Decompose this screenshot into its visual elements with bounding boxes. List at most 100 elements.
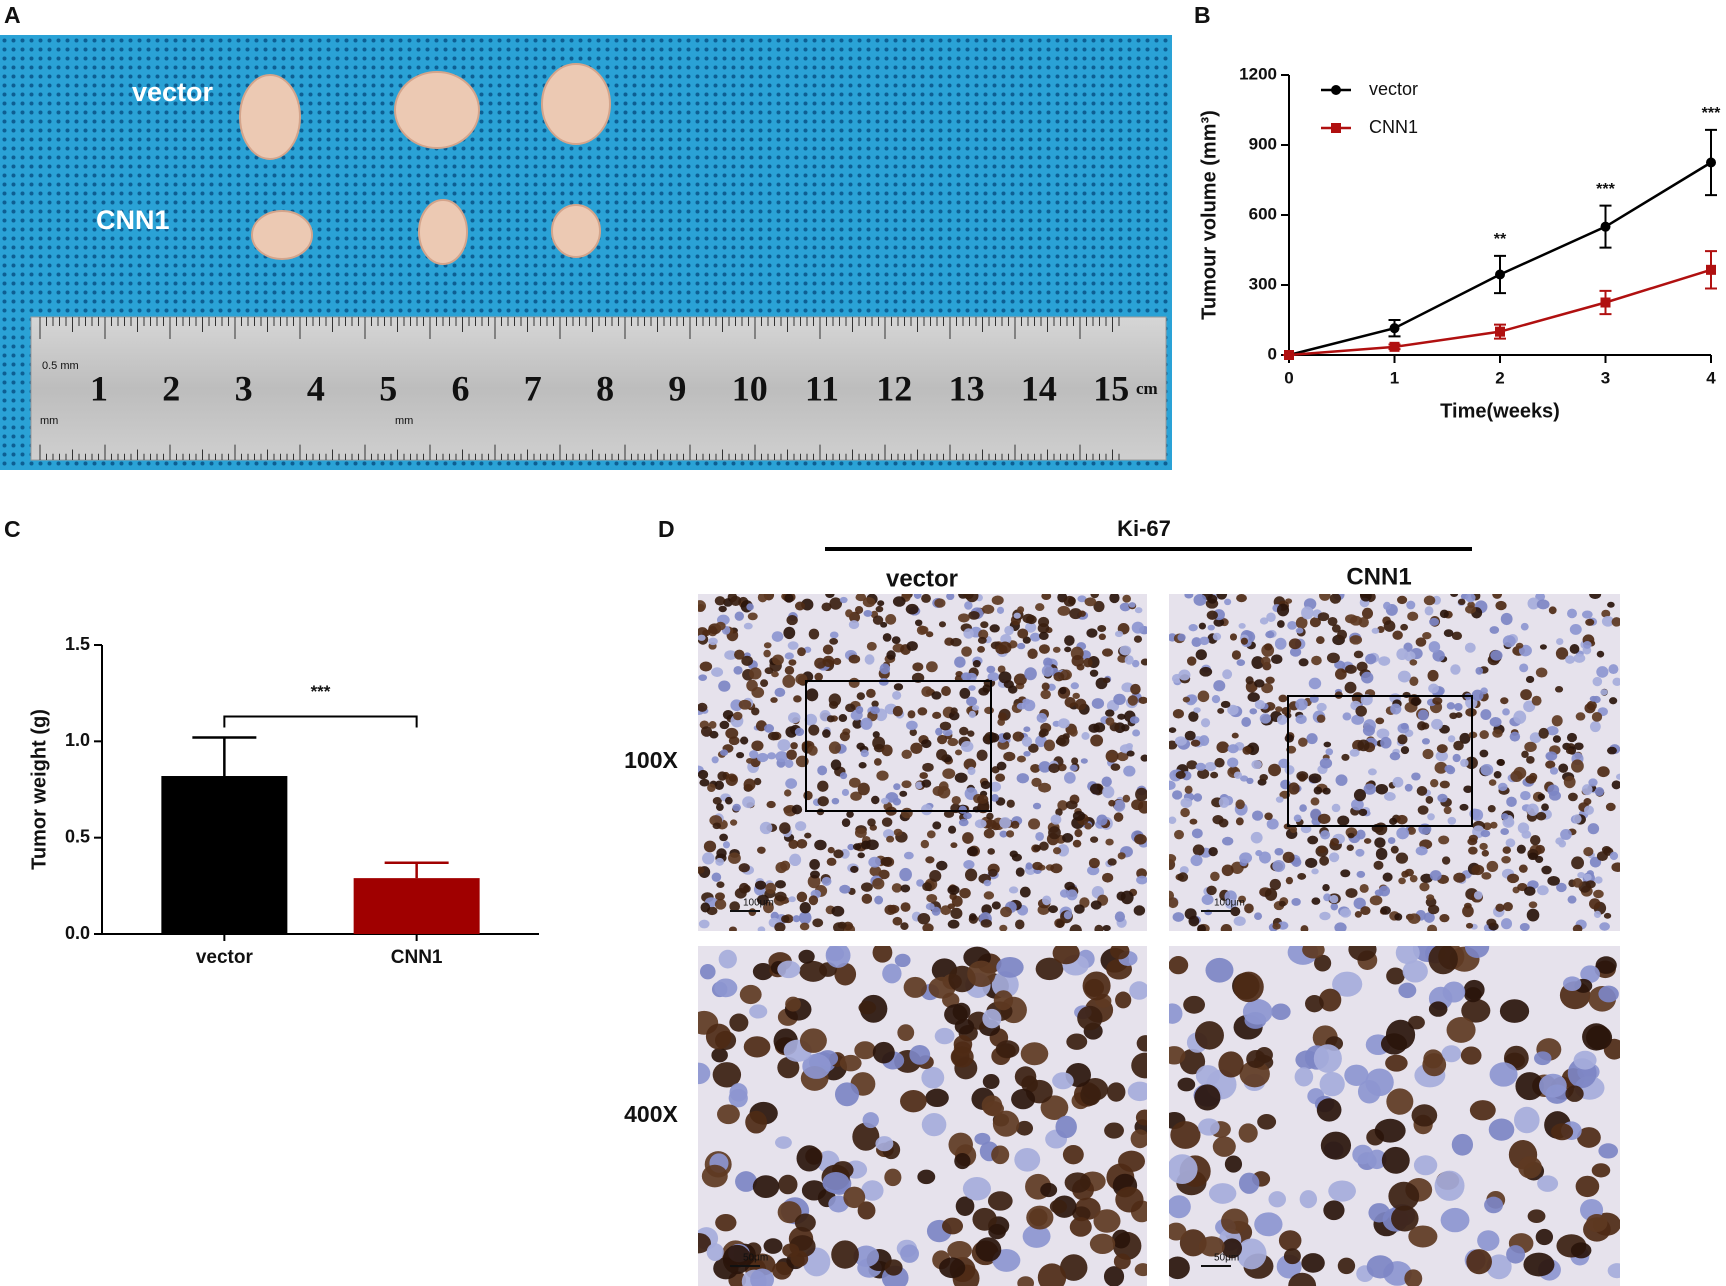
nucleus	[838, 714, 848, 722]
nucleus	[1246, 1049, 1266, 1068]
ruler-number: 1	[90, 368, 108, 408]
nucleus	[1040, 1182, 1058, 1198]
nucleus	[856, 692, 866, 700]
nucleus	[1556, 638, 1564, 645]
nucleus	[852, 843, 862, 851]
nucleus	[766, 800, 776, 809]
nucleus	[1328, 1180, 1356, 1202]
nucleus	[817, 765, 828, 776]
nucleus	[1027, 648, 1038, 659]
nucleus	[1080, 758, 1088, 764]
nucleus	[917, 707, 928, 716]
nucleus	[1169, 854, 1177, 863]
nucleus	[1268, 763, 1282, 777]
nucleus	[1611, 780, 1620, 790]
nucleus	[1471, 689, 1484, 701]
nucleus	[794, 601, 805, 611]
nucleus	[912, 662, 924, 672]
nucleus	[989, 781, 1002, 792]
nucleus	[772, 654, 784, 666]
marker	[1389, 323, 1400, 334]
nucleus	[756, 752, 769, 763]
nucleus	[1308, 773, 1322, 784]
nucleus	[1390, 703, 1402, 715]
nucleus	[1464, 987, 1482, 1003]
nucleus	[1373, 860, 1384, 870]
nucleus	[1572, 924, 1583, 931]
nucleus	[961, 646, 972, 657]
nucleus	[1094, 924, 1104, 931]
nucleus	[1138, 696, 1147, 704]
nucleus	[1023, 726, 1031, 733]
legend-label: vector	[1369, 79, 1418, 99]
nucleus	[719, 720, 730, 730]
nucleus	[872, 615, 884, 625]
nucleus	[774, 880, 787, 889]
significance: ***	[311, 682, 331, 701]
nucleus	[974, 819, 987, 829]
nucleus	[1065, 800, 1078, 810]
nucleus	[802, 1053, 831, 1079]
nucleus	[978, 687, 990, 696]
nucleus	[1235, 817, 1244, 826]
nucleus	[1124, 655, 1134, 665]
nucleus	[1319, 594, 1331, 601]
nucleus	[715, 1214, 737, 1232]
nucleus	[978, 629, 989, 640]
nucleus	[975, 1237, 1002, 1262]
nucleus	[1406, 600, 1416, 610]
nucleus	[1278, 758, 1290, 769]
nucleus	[1454, 702, 1463, 711]
nucleus	[1032, 861, 1043, 871]
nucleus	[1453, 740, 1464, 751]
nucleus	[1227, 704, 1239, 716]
nucleus	[1090, 900, 1102, 910]
nucleus	[861, 1180, 884, 1201]
nucleus	[1310, 797, 1320, 806]
nucleus	[977, 636, 987, 644]
nucleus	[1231, 650, 1242, 660]
nucleus	[1417, 805, 1429, 815]
nucleus	[1442, 981, 1466, 1003]
nucleus	[1104, 709, 1115, 717]
nucleus	[1581, 784, 1593, 796]
nucleus	[909, 728, 917, 737]
nucleus	[863, 609, 873, 617]
nucleus	[1017, 628, 1029, 639]
nucleus	[1417, 709, 1429, 721]
nucleus	[1272, 922, 1281, 930]
nucleus	[967, 730, 975, 737]
nucleus	[1134, 1263, 1147, 1277]
nucleus	[1320, 1131, 1352, 1160]
nucleus	[999, 817, 1012, 829]
nucleus	[855, 594, 867, 602]
nucleus	[964, 868, 978, 882]
nucleus	[1071, 757, 1079, 765]
nucleus	[1435, 750, 1449, 762]
nucleus	[1115, 991, 1132, 1009]
nucleus	[893, 783, 901, 791]
column-label: vector	[886, 565, 958, 592]
nucleus	[1390, 845, 1399, 854]
nucleus	[1615, 773, 1620, 780]
nucleus	[1186, 694, 1198, 704]
nucleus	[1048, 763, 1060, 774]
nucleus	[1411, 772, 1421, 781]
nucleus	[715, 892, 725, 901]
nucleus	[1052, 646, 1061, 653]
nucleus	[1345, 664, 1357, 674]
nucleus	[787, 641, 799, 650]
nucleus	[1297, 872, 1307, 880]
nucleus	[1107, 858, 1117, 866]
nucleus	[839, 772, 848, 780]
nucleus	[1568, 792, 1578, 802]
nucleus	[751, 740, 764, 752]
nucleus	[976, 749, 988, 761]
nucleus	[1308, 677, 1322, 690]
nucleus	[1394, 913, 1403, 921]
nucleus	[1236, 659, 1246, 666]
nucleus	[1468, 846, 1478, 855]
nucleus	[1289, 826, 1298, 834]
nucleus	[1589, 721, 1601, 733]
nucleus	[1231, 732, 1239, 739]
